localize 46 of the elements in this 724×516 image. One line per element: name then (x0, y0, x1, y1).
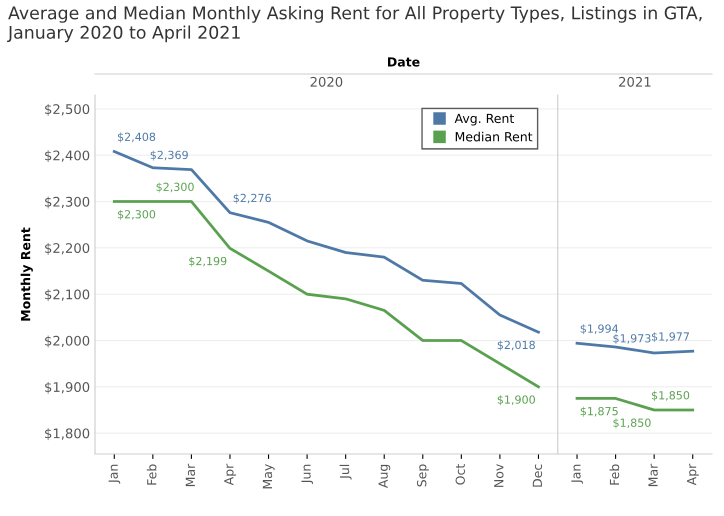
x-tick-label: Feb (610, 464, 620, 485)
y-tick-label: $2,100 (45, 289, 90, 302)
data-label: $1,977 (652, 332, 689, 342)
data-label: $2,369 (150, 150, 188, 161)
x-tick-label: Nov (494, 464, 504, 487)
data-label: $2,408 (118, 132, 156, 143)
data-label: $1,850 (652, 390, 690, 401)
x-tick-label: Mar (648, 464, 658, 486)
data-label: $2,300 (156, 182, 194, 193)
x-tick-label: Jan (571, 464, 583, 484)
data-label: $1,900 (498, 395, 535, 406)
data-label: $1,875 (580, 406, 618, 417)
chart-subtitle: 2020 (310, 76, 342, 87)
line-series (112, 150, 540, 334)
x-tick-label: Jul (340, 464, 352, 480)
chart-title: Average and Median Monthly Asking Rent for All Property Types, Listings in GTA, January 2020 to April 2021 (7, 6, 702, 42)
y-tick-label: $2,400 (45, 150, 90, 162)
data-label: $2,199 (189, 256, 226, 267)
data-label: $2,276 (234, 194, 271, 204)
y-axis-title: Monthly Rent (20, 228, 33, 321)
x-tick-label: Aug (378, 464, 390, 488)
data-label: $2,018 (498, 340, 535, 351)
x-tick-label: Dec (532, 464, 542, 487)
data-label: $1,973 (613, 334, 650, 344)
x-tick-label: Apr (224, 464, 236, 486)
x-tick-label: Oct (456, 464, 465, 485)
x-tick-label: May (262, 464, 275, 488)
data-label: $2,300 (118, 210, 156, 220)
legend-label: Median Rent (456, 132, 532, 142)
x-tick-label: Apr (687, 464, 699, 486)
y-tick-label: $2,000 (45, 335, 90, 348)
y-tick-label: $2,500 (45, 104, 90, 116)
x-tick-label: Feb (146, 464, 156, 485)
data-label: $1,850 (613, 418, 651, 428)
x-tick-label: Jun (301, 464, 314, 484)
x-tick-label: Sep (416, 464, 429, 486)
y-tick-label: $1,900 (45, 382, 90, 394)
y-tick-label: $2,300 (45, 196, 90, 208)
text: Date (388, 57, 420, 67)
data-label: $1,994 (580, 324, 618, 334)
chart-subtitle: 2021 (619, 76, 650, 87)
legend-label: Avg. Rent (454, 114, 514, 126)
x-tick-label: Jan (108, 464, 120, 484)
y-tick-label: $1,800 (45, 428, 90, 440)
y-tick-label: $2,200 (45, 242, 90, 255)
x-tick-label: Mar (186, 464, 196, 486)
